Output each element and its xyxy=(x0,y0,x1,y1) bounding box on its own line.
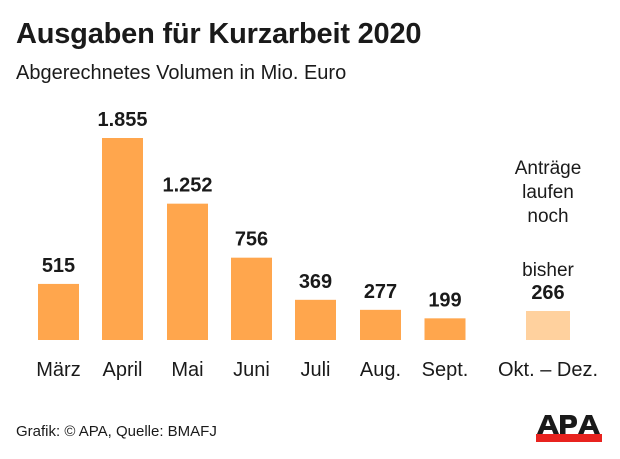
bar-chart: 515 1.855 1.252 756 369 277 199 266 März April Ma… xyxy=(36,109,598,381)
bar-0 xyxy=(38,283,79,340)
category-label-2: Mai xyxy=(171,359,203,381)
bar-1 xyxy=(102,138,143,340)
category-label-4: Juli xyxy=(300,359,330,381)
bar-2 xyxy=(167,203,208,340)
bar-3 xyxy=(231,257,272,340)
value-label-7: 266 xyxy=(531,282,564,304)
annotation-line-0: Anträge xyxy=(515,158,582,179)
category-label-3: Juni xyxy=(233,359,270,381)
value-label-4: 369 xyxy=(299,271,332,293)
annotation-line-2: noch xyxy=(527,206,568,227)
category-label-7: Okt. – Dez. xyxy=(498,359,598,381)
chart-subtitle: Abgerechnetes Volumen in Mio. Euro xyxy=(16,62,347,84)
bar-4 xyxy=(295,299,336,340)
bar-6 xyxy=(424,318,466,340)
value-label-3: 756 xyxy=(235,229,268,251)
category-label-1: April xyxy=(102,359,142,381)
category-label-6: Sept. xyxy=(422,359,469,381)
annotation-prefix: bisher xyxy=(522,260,574,281)
apa-logo-letters xyxy=(537,415,600,434)
value-label-6: 199 xyxy=(428,289,461,311)
bar-5 xyxy=(360,309,401,340)
annotation-line-1: laufen xyxy=(522,182,574,203)
bar-7 xyxy=(526,311,570,340)
value-label-0: 515 xyxy=(42,255,75,277)
value-label-2: 1.252 xyxy=(162,175,212,197)
apa-logo-red-bar xyxy=(536,434,602,442)
category-label-5: Aug. xyxy=(360,359,401,381)
chart-title: Ausgaben für Kurzarbeit 2020 xyxy=(16,18,422,50)
source-credit: Grafik: © APA, Quelle: BMAFJ xyxy=(16,423,217,440)
apa-logo xyxy=(536,415,602,442)
value-label-1: 1.855 xyxy=(97,109,147,131)
value-label-5: 277 xyxy=(364,281,397,303)
category-label-0: März xyxy=(36,359,80,381)
